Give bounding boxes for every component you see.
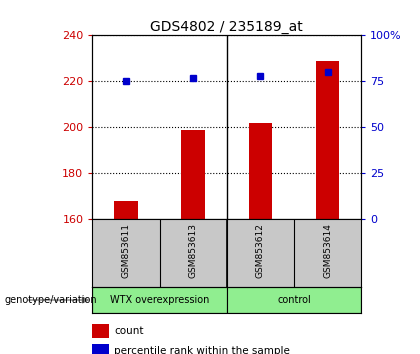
Title: GDS4802 / 235189_at: GDS4802 / 235189_at bbox=[150, 21, 303, 34]
Bar bbox=[316, 61, 339, 219]
Text: GSM853611: GSM853611 bbox=[121, 223, 131, 278]
Text: GSM853613: GSM853613 bbox=[189, 223, 198, 278]
Bar bbox=[92, 344, 108, 354]
Bar bbox=[249, 123, 272, 219]
Bar bbox=[92, 287, 227, 313]
Text: GSM853614: GSM853614 bbox=[323, 223, 332, 278]
Bar bbox=[227, 287, 361, 313]
Text: WTX overexpression: WTX overexpression bbox=[110, 295, 209, 305]
Text: genotype/variation: genotype/variation bbox=[4, 295, 97, 305]
Text: count: count bbox=[114, 326, 143, 336]
Bar bbox=[92, 324, 108, 338]
Bar bbox=[181, 130, 205, 219]
Text: GSM853612: GSM853612 bbox=[256, 223, 265, 278]
Bar bbox=[114, 201, 138, 219]
Text: control: control bbox=[277, 295, 311, 305]
Text: percentile rank within the sample: percentile rank within the sample bbox=[114, 346, 290, 354]
